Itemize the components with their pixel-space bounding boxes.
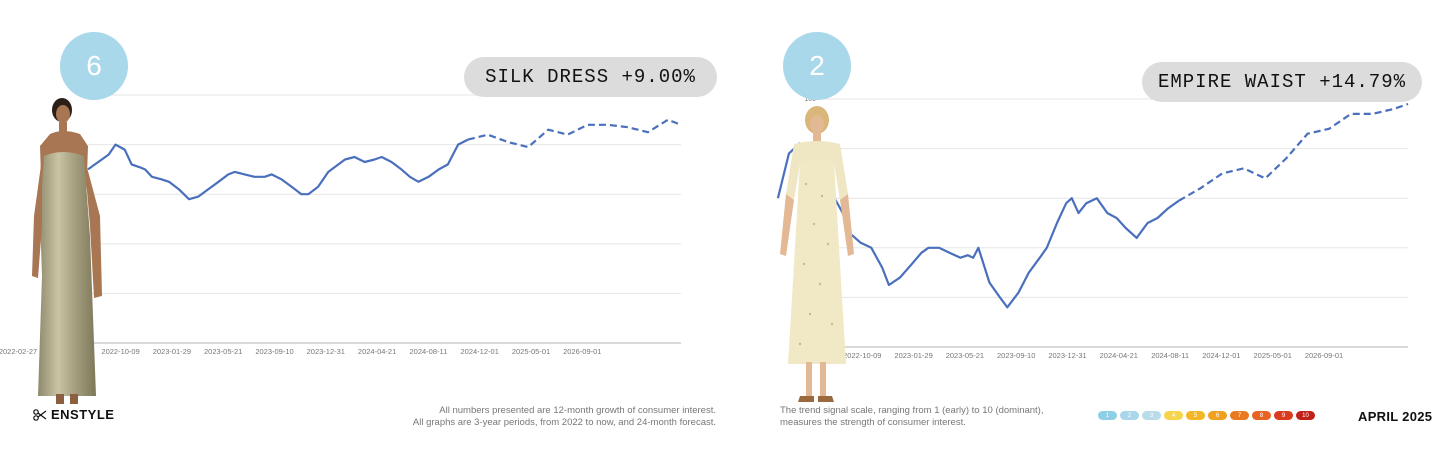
signal-scale-pill: 4: [1164, 411, 1183, 420]
signal-scale-pill: 1: [1098, 411, 1117, 420]
x-tick-label: 2023-12-31: [307, 347, 345, 356]
signal-scale-note-line2: measures the strength of consumer intere…: [780, 417, 966, 428]
signal-scale-pill: 2: [1120, 411, 1139, 420]
trend-chart-left: 02022-02-272022-06-192022-10-092023-01-2…: [0, 94, 682, 356]
trend-line-history: [87, 138, 469, 201]
x-tick-label: 2023-01-29: [894, 351, 932, 360]
brand-logo: ENSTYLE: [33, 407, 114, 422]
brand-name: ENSTYLE: [51, 407, 115, 422]
trend-growth-label: SILK DRESS +9.00%: [464, 57, 717, 97]
methodology-note: All numbers presented are 12-month growt…: [413, 405, 716, 429]
trend-line-forecast: [1178, 102, 1409, 202]
signal-scale-pill: 3: [1142, 411, 1161, 420]
x-tick-label: 2026-09-01: [1305, 351, 1343, 360]
x-tick-label: 2023-09-10: [255, 347, 293, 356]
x-tick-label: 2026-09-01: [563, 347, 601, 356]
x-tick-label: 2024-04-21: [1100, 351, 1138, 360]
trend-signal-badge: 6: [60, 32, 128, 100]
methodology-note-line2: All graphs are 3-year periods, from 2022…: [412, 417, 716, 428]
x-tick-label: 2024-12-01: [461, 347, 499, 356]
x-tick-label: 2025-05-01: [512, 347, 550, 356]
signal-scale-pill: 8: [1252, 411, 1271, 420]
x-tick-label: 2024-12-01: [1202, 351, 1240, 360]
signal-scale-note: The trend signal scale, ranging from 1 (…: [780, 405, 1044, 429]
signal-scale-pill: 6: [1208, 411, 1227, 420]
trend-card-right: 1002022-06-192022-10-092023-01-292023-05…: [728, 0, 1456, 449]
trend-line-forecast: [467, 118, 682, 149]
signal-scale-pill: 10: [1296, 411, 1315, 420]
trend-growth-label: EMPIRE WAIST +14.79%: [1142, 62, 1422, 102]
x-tick-label: 2024-08-11: [409, 347, 447, 356]
trend-signal-badge: 2: [783, 32, 851, 100]
x-tick-label: 2024-08-11: [1151, 351, 1189, 360]
x-tick-label: 2022-10-09: [843, 351, 881, 360]
report-date: APRIL 2025: [1358, 409, 1433, 424]
scissors-icon: [33, 408, 47, 421]
x-tick-label: 2024-04-21: [358, 347, 396, 356]
x-tick-label: 2022-10-09: [101, 347, 139, 356]
signal-scale-legend: 1 2 3 4 5 6 7 8 9 10: [1098, 411, 1315, 420]
x-tick-label: 2025-05-01: [1254, 351, 1292, 360]
x-tick-label: 2023-05-21: [946, 351, 984, 360]
signal-scale-pill: 9: [1274, 411, 1293, 420]
model-photo-silk-dress: [32, 98, 102, 404]
x-tick-label: 2022-02-27: [0, 347, 37, 356]
x-tick-label: 2023-09-10: [997, 351, 1035, 360]
signal-scale-note-line1: The trend signal scale, ranging from 1 (…: [780, 405, 1044, 416]
x-tick-label: 2023-12-31: [1048, 351, 1086, 360]
model-photo-empire-waist: [780, 106, 854, 402]
methodology-note-line1: All numbers presented are 12-month growt…: [439, 405, 716, 416]
x-tick-label: 2023-05-21: [204, 347, 242, 356]
signal-scale-pill: 7: [1230, 411, 1249, 420]
x-tick-label: 2023-01-29: [153, 347, 191, 356]
signal-scale-pill: 5: [1186, 411, 1205, 420]
trend-card-left: 02022-02-272022-06-192022-10-092023-01-2…: [0, 32, 717, 429]
